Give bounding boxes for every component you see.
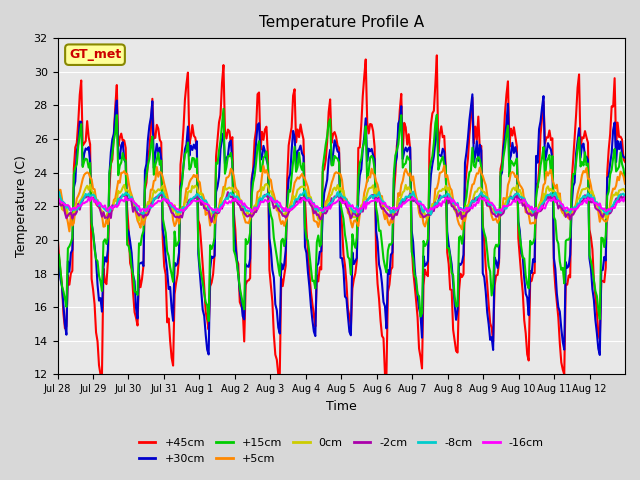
+45cm [347,324,355,330]
-8cm [461,205,469,211]
0cm [54,188,61,194]
Line: -2cm: -2cm [58,192,625,222]
+5cm [461,218,469,224]
+15cm [461,202,469,208]
0cm [73,201,81,207]
+30cm [54,252,61,258]
Y-axis label: Temperature (C): Temperature (C) [15,156,28,257]
0cm [620,186,627,192]
+5cm [92,196,100,202]
+5cm [54,182,61,188]
-8cm [301,188,309,194]
-8cm [427,212,435,217]
-8cm [347,205,355,211]
+30cm [346,329,353,335]
X-axis label: Time: Time [326,400,356,413]
-16cm [91,199,99,205]
-16cm [355,210,362,216]
Line: -8cm: -8cm [58,191,625,215]
+45cm [54,231,61,237]
Legend: +45cm, +30cm, +15cm, +5cm, 0cm, -2cm, -8cm, -16cm: +45cm, +30cm, +15cm, +5cm, 0cm, -2cm, -8… [134,434,548,468]
+45cm [461,184,469,190]
0cm [621,188,629,194]
Line: +45cm: +45cm [58,55,625,374]
Line: +5cm: +5cm [58,166,625,231]
+30cm [91,243,99,249]
+15cm [621,178,629,183]
+30cm [621,155,629,161]
+45cm [621,159,629,165]
-2cm [91,199,99,204]
0cm [461,209,469,215]
-2cm [620,194,627,200]
-8cm [620,191,627,197]
+45cm [620,156,627,162]
+15cm [73,161,81,167]
0cm [135,218,143,224]
-16cm [620,199,627,204]
-2cm [73,209,81,215]
+15cm [54,252,61,258]
-2cm [54,200,61,206]
-16cm [54,196,61,202]
+5cm [65,228,73,234]
+15cm [91,246,99,252]
Line: +15cm: +15cm [58,109,625,321]
-8cm [73,207,81,213]
+30cm [73,148,81,154]
-16cm [73,204,81,210]
-16cm [461,208,469,214]
+15cm [205,318,212,324]
+5cm [621,181,629,187]
+30cm [458,260,466,265]
+5cm [620,174,627,180]
-2cm [208,219,216,225]
-2cm [224,189,232,195]
Line: -16cm: -16cm [58,197,625,213]
+5cm [74,193,82,199]
+5cm [440,163,448,168]
-8cm [91,193,99,199]
+45cm [433,52,441,58]
-8cm [545,192,553,198]
-8cm [54,190,61,195]
+15cm [620,166,627,172]
0cm [545,188,553,193]
+15cm [220,106,227,112]
0cm [91,194,99,200]
-8cm [621,194,629,200]
-16cm [545,197,553,203]
-2cm [461,214,469,219]
-2cm [349,212,356,218]
0cm [349,215,356,220]
0cm [262,181,270,187]
-2cm [545,197,553,203]
+30cm [468,92,476,97]
-16cm [621,194,629,200]
-16cm [347,204,355,209]
Title: Temperature Profile A: Temperature Profile A [259,15,424,30]
Text: GT_met: GT_met [69,48,121,61]
+30cm [596,352,604,358]
+30cm [544,140,552,146]
Line: 0cm: 0cm [58,184,625,221]
+45cm [545,128,553,133]
+45cm [97,372,104,377]
-2cm [621,194,629,200]
+15cm [349,231,356,237]
+5cm [347,219,355,225]
+30cm [620,154,627,160]
Line: +30cm: +30cm [58,95,625,355]
+45cm [73,140,81,146]
+5cm [545,169,553,175]
+15cm [545,152,553,158]
+45cm [91,301,99,307]
-16cm [122,194,129,200]
